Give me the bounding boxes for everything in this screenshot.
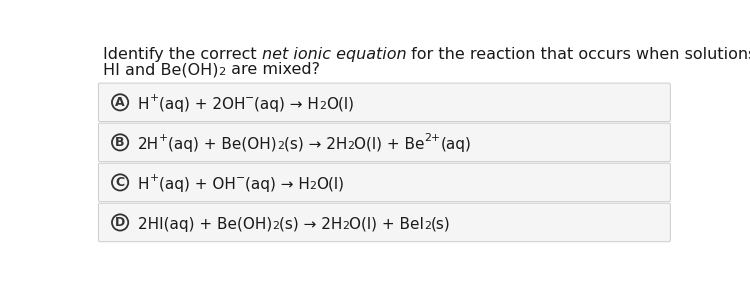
Text: (aq) + Be(OH): (aq) + Be(OH) xyxy=(168,137,277,152)
Text: +: + xyxy=(159,133,168,143)
Text: 2: 2 xyxy=(310,181,316,191)
Text: (aq): (aq) xyxy=(440,137,471,152)
FancyBboxPatch shape xyxy=(98,123,670,162)
FancyBboxPatch shape xyxy=(98,83,670,122)
Text: 2: 2 xyxy=(424,221,431,231)
Text: −: − xyxy=(236,173,244,183)
Text: 2H: 2H xyxy=(138,137,159,152)
Text: 2: 2 xyxy=(272,221,279,231)
Text: (aq) + 2OH: (aq) + 2OH xyxy=(158,97,245,112)
Text: O(l): O(l) xyxy=(316,177,344,192)
FancyBboxPatch shape xyxy=(98,163,670,202)
Text: (s): (s) xyxy=(431,217,451,232)
Text: H: H xyxy=(138,97,149,112)
Text: 2: 2 xyxy=(343,221,350,231)
Text: O(l) + Be: O(l) + Be xyxy=(354,137,424,152)
Text: (s) → 2H: (s) → 2H xyxy=(279,217,343,232)
Text: 2: 2 xyxy=(277,141,284,151)
Text: Identify the correct: Identify the correct xyxy=(103,47,262,62)
Text: 2+: 2+ xyxy=(424,133,440,143)
Text: (aq) → H: (aq) → H xyxy=(254,97,320,112)
Text: 2: 2 xyxy=(347,141,354,151)
Text: (s) → 2H: (s) → 2H xyxy=(284,137,347,152)
Text: H: H xyxy=(138,177,149,192)
Text: O(l): O(l) xyxy=(326,97,354,112)
Text: net ionic equation: net ionic equation xyxy=(262,47,407,62)
Text: D: D xyxy=(115,216,125,229)
Text: +: + xyxy=(149,93,158,103)
Text: 2: 2 xyxy=(218,67,226,77)
Text: (aq) + OH: (aq) + OH xyxy=(158,177,236,192)
Text: B: B xyxy=(116,136,124,149)
Text: 2: 2 xyxy=(320,101,326,111)
Text: for the reaction that occurs when solutions of: for the reaction that occurs when soluti… xyxy=(406,47,750,62)
Text: A: A xyxy=(116,96,125,109)
Text: +: + xyxy=(149,173,158,183)
Text: HI and Be(OH): HI and Be(OH) xyxy=(103,62,218,77)
Text: O(l) + BeI: O(l) + BeI xyxy=(350,217,424,232)
Text: are mixed?: are mixed? xyxy=(226,62,320,77)
Text: 2HI(aq) + Be(OH): 2HI(aq) + Be(OH) xyxy=(138,217,272,232)
Text: C: C xyxy=(116,176,124,189)
FancyBboxPatch shape xyxy=(98,203,670,242)
Text: (aq) → H: (aq) → H xyxy=(244,177,310,192)
Text: −: − xyxy=(245,93,254,103)
